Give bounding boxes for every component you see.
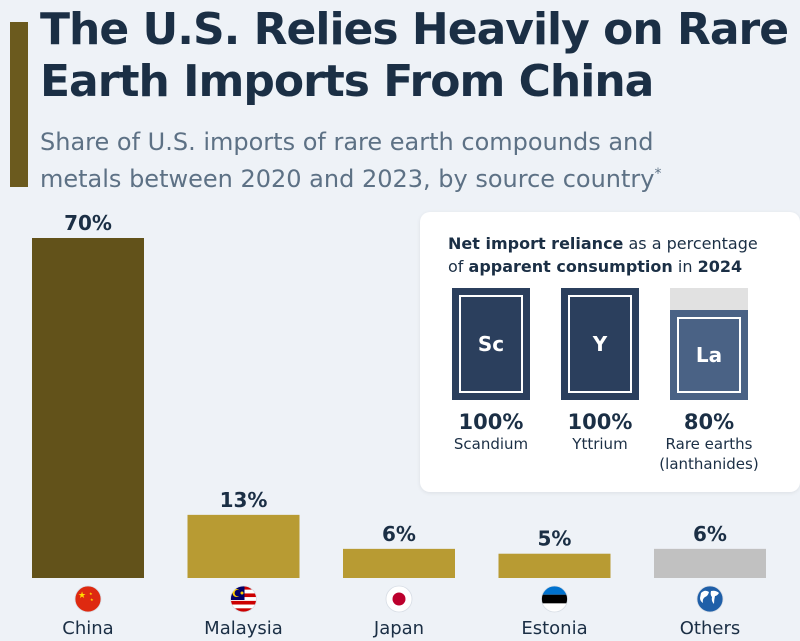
category-label: Malaysia	[204, 618, 283, 639]
panel-heading-text-3: in	[672, 257, 698, 276]
category-label: Japan	[373, 618, 424, 639]
subtitle-line-2: metals between 2020 and 2023, by source …	[40, 165, 655, 193]
tile-fill: La	[670, 310, 748, 400]
element-name: Rare earths	[665, 435, 753, 453]
panel-heading-bold-3: 2024	[697, 257, 743, 276]
tile-scandium: Sc 100% Scandium	[441, 288, 541, 454]
malaysia-flag-icon	[230, 585, 257, 613]
tile-frame: La	[670, 288, 748, 400]
panel-heading-text-1: as a percentage	[623, 234, 758, 253]
category-label: Estonia	[521, 618, 587, 639]
bar-others	[654, 548, 766, 578]
footnote-mark: *	[654, 166, 662, 182]
panel-heading: Net import reliance as a percentage of a…	[448, 232, 778, 278]
svg-text:★: ★	[78, 591, 86, 601]
category-label: Others	[680, 618, 741, 639]
title-line-1: The U.S. Relies Heavily on Rare	[40, 4, 789, 55]
tile-fill: Y	[561, 288, 639, 400]
bar-malaysia	[187, 514, 300, 578]
bar-value-label: 70%	[64, 211, 112, 235]
japan-flag-icon	[385, 585, 413, 613]
bar-value-label: 5%	[538, 527, 572, 551]
chart-title: The U.S. Relies Heavily on Rare Earth Im…	[40, 4, 790, 108]
svg-text:★: ★	[90, 597, 94, 602]
element-name: Yttrium	[572, 435, 628, 453]
bar-japan	[343, 548, 455, 578]
title-line-2: Earth Imports From China	[40, 56, 654, 107]
panel-heading-text-2: of	[448, 257, 469, 276]
import-reliance-panel: Net import reliance as a percentage of a…	[420, 212, 800, 492]
china-flag-icon: ★ ★★	[74, 585, 102, 613]
estonia-flag-icon	[541, 585, 568, 613]
tile-frame: Y	[561, 288, 639, 400]
element-symbol: Y	[568, 295, 632, 393]
category-label: China	[62, 618, 113, 639]
bar-value-label: 6%	[693, 522, 727, 546]
element-symbol: Sc	[459, 295, 523, 393]
panel-heading-bold-1: Net import reliance	[448, 234, 624, 253]
bar-value-label: 13%	[220, 488, 268, 512]
element-name: Scandium	[453, 435, 529, 453]
accent-bar	[10, 22, 28, 187]
globe-icon	[696, 585, 724, 613]
tile-rare-earths: La 80% Rare earths (lanthanides)	[659, 288, 759, 474]
bar-estonia	[498, 553, 611, 578]
bar-chart: 70%★ ★★China13%Malaysia6%Japan5%Estonia6%…	[32, 211, 766, 639]
chart-subtitle: Share of U.S. imports of rare earth comp…	[40, 126, 780, 195]
svg-text:★: ★	[89, 591, 93, 596]
tile-percentage: 100%	[567, 410, 633, 434]
element-name-sub: (lanthanides)	[659, 455, 759, 473]
bar-china	[32, 238, 144, 578]
panel-heading-bold-2: apparent consumption	[468, 257, 673, 276]
tile-percentage: 100%	[458, 410, 524, 434]
tile-yttrium: Y 100% Yttrium	[550, 288, 650, 454]
tile-frame: Sc	[452, 288, 530, 400]
bar-value-label: 6%	[382, 522, 416, 546]
tile-fill: Sc	[452, 288, 530, 400]
tile-percentage: 80%	[683, 410, 735, 434]
subtitle-line-1: Share of U.S. imports of rare earth comp…	[40, 128, 654, 156]
element-symbol: La	[677, 317, 741, 393]
